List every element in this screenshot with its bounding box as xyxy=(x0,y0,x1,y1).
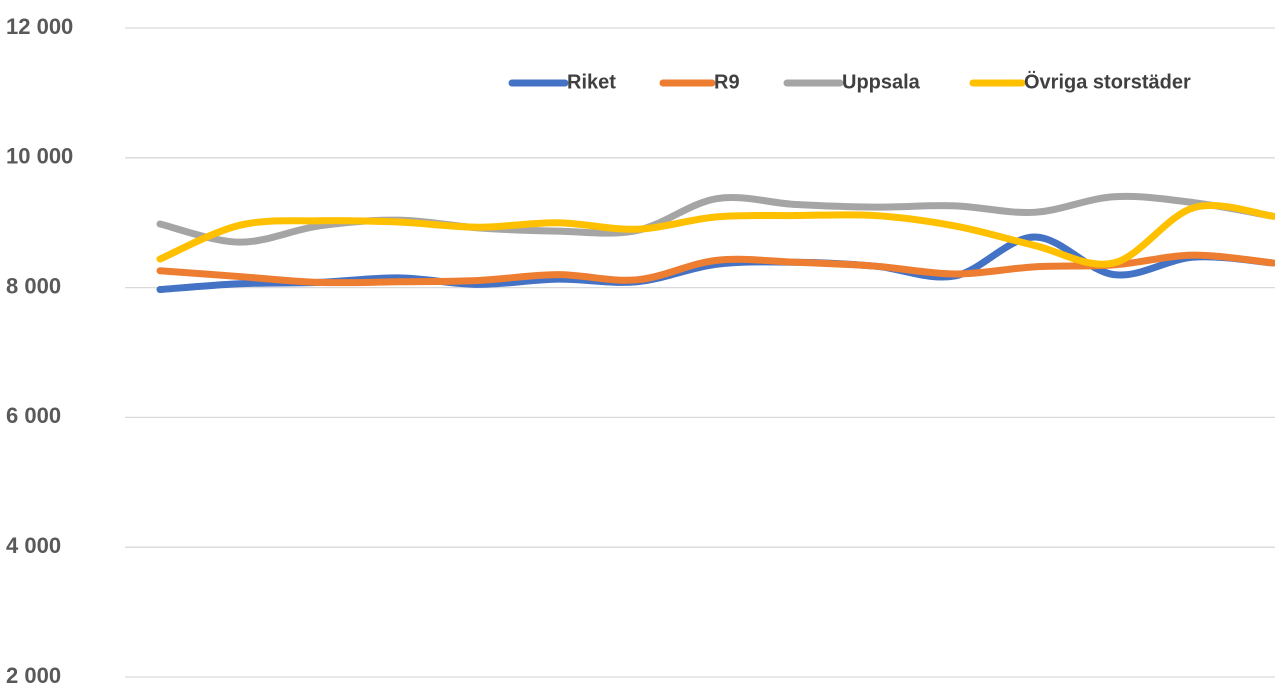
y-tick-label: 12 000 xyxy=(6,14,73,39)
legend-label: Övriga storstäder xyxy=(1024,70,1191,93)
series-line xyxy=(156,202,1275,268)
series-line xyxy=(156,192,1275,246)
y-tick-label: 8 000 xyxy=(6,273,61,298)
y-tick-label: 4 000 xyxy=(6,533,61,558)
y-tick-label: 10 000 xyxy=(6,144,73,169)
legend-label: Uppsala xyxy=(842,71,921,93)
legend-label: R9 xyxy=(714,71,740,93)
y-tick-label: 2 000 xyxy=(6,663,61,687)
legend-label: Riket xyxy=(567,71,616,93)
y-tick-label: 6 000 xyxy=(6,403,61,428)
